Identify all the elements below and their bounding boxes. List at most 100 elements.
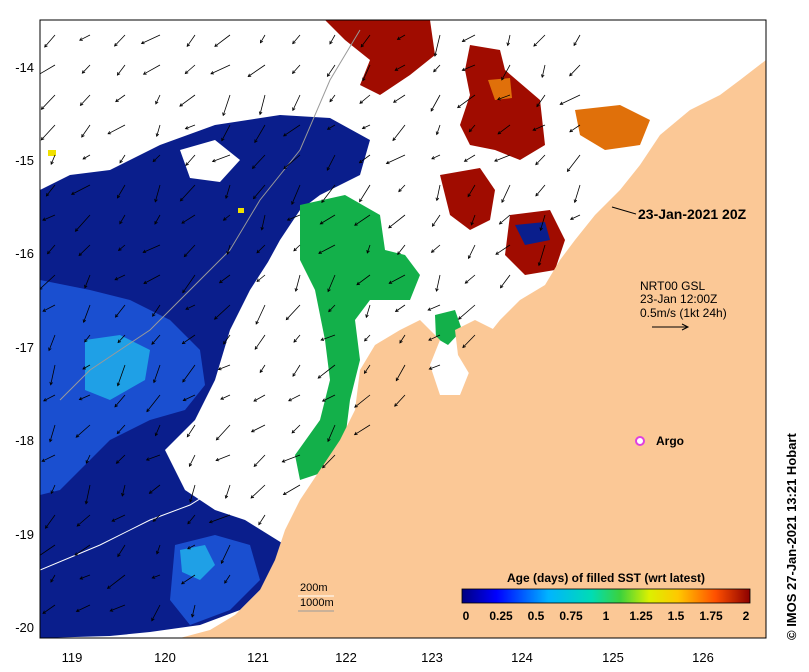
current-arrow	[84, 274, 91, 288]
current-arrowhead	[327, 288, 331, 293]
current-arrowhead	[468, 128, 473, 133]
current-arrowhead	[119, 159, 123, 164]
current-arrowhead	[328, 308, 332, 313]
current-arrow	[146, 394, 161, 412]
x-tick-label: 126	[692, 650, 714, 665]
current-arrowhead	[121, 492, 125, 497]
current-arrow	[507, 34, 511, 46]
current-arrow	[117, 364, 126, 386]
sst-red-region-central	[440, 168, 495, 230]
current-arrow	[283, 484, 301, 495]
current-arrowhead	[462, 344, 466, 349]
current-arrowhead	[251, 165, 256, 169]
current-arrowhead	[116, 430, 121, 435]
current-arrow	[43, 394, 56, 402]
current-arrowhead	[213, 316, 218, 320]
current-arrowhead	[394, 67, 399, 71]
current-arrow	[184, 244, 196, 257]
current-arrowhead	[250, 428, 255, 433]
current-arrowhead	[214, 43, 218, 47]
current-arrowhead	[115, 98, 119, 103]
current-arrowhead	[501, 76, 505, 81]
current-arrow	[259, 364, 266, 373]
current-arrowhead	[114, 276, 119, 281]
current-arrow	[569, 64, 581, 77]
current-arrow	[85, 484, 91, 504]
current-arrowhead	[399, 339, 403, 344]
current-arrowhead	[281, 459, 286, 463]
current-arrowhead	[156, 550, 160, 555]
current-arrow	[152, 574, 161, 579]
current-arrow	[180, 184, 196, 202]
current-arrowhead	[116, 72, 121, 76]
current-arrow	[75, 424, 91, 438]
current-arrowhead	[220, 396, 224, 400]
current-arrowhead	[155, 133, 160, 138]
current-arrowhead	[45, 525, 49, 529]
current-arrow	[209, 514, 231, 523]
current-arrowhead	[393, 99, 397, 103]
current-arrowhead	[255, 320, 259, 325]
current-arrow	[329, 34, 336, 45]
current-arrowhead	[114, 42, 118, 47]
current-arrowhead	[48, 347, 52, 352]
y-axis: -14 -15 -16 -17 -18 -19 -20	[15, 60, 34, 635]
current-arrowhead	[111, 518, 116, 522]
plot-area	[40, 20, 766, 638]
current-arrow	[322, 394, 336, 402]
current-arrowhead	[79, 37, 83, 41]
current-arrowhead	[49, 381, 53, 386]
current-arrow	[436, 274, 441, 292]
current-arrowhead	[49, 438, 53, 443]
current-arrow	[360, 34, 371, 48]
current-arrow	[258, 514, 266, 525]
current-arrow	[79, 574, 91, 580]
current-arrow	[430, 94, 441, 112]
current-arrow	[79, 34, 91, 41]
current-arrow	[155, 424, 161, 436]
current-arrow	[81, 124, 91, 138]
current-arrowhead	[226, 251, 230, 255]
current-arrowhead	[385, 160, 390, 165]
current-arrowhead	[182, 378, 186, 383]
current-arrow	[432, 214, 441, 227]
current-arrowhead	[431, 223, 436, 227]
y-tick-label: -19	[15, 527, 34, 542]
current-legend-line3: 0.5m/s (1kt 24h)	[640, 306, 727, 320]
current-arrowhead	[220, 560, 225, 564]
current-arrowhead	[354, 404, 358, 408]
current-arrow	[497, 94, 511, 100]
current-arrow	[364, 364, 371, 374]
sst-cyan-patch-2	[180, 545, 215, 580]
current-arrowhead	[360, 43, 365, 48]
current-arrow	[79, 394, 91, 400]
current-arrowhead	[116, 382, 121, 387]
current-arrowhead	[152, 518, 157, 522]
sst-cyan-patch	[85, 335, 150, 400]
argo-float-marker[interactable]	[635, 436, 645, 446]
current-arrowhead	[254, 346, 258, 350]
current-arrowhead	[179, 197, 184, 202]
current-arrowhead	[152, 313, 156, 317]
current-arrowhead	[145, 457, 150, 461]
current-arrow	[254, 124, 266, 143]
current-arrowhead	[253, 398, 257, 402]
current-arrow	[322, 454, 336, 469]
current-arrowhead	[114, 403, 118, 408]
current-arrow	[76, 514, 91, 527]
current-arrowhead	[388, 280, 393, 284]
current-arrowhead	[435, 131, 440, 136]
current-arrowhead	[394, 403, 398, 407]
current-arrow	[354, 214, 371, 226]
current-arrow	[286, 304, 301, 320]
current-arrowhead	[82, 366, 86, 370]
current-arrow	[76, 604, 91, 612]
sst-gap-west	[180, 140, 240, 182]
current-arrowhead	[293, 247, 297, 252]
current-arrowhead	[208, 519, 213, 524]
current-arrowhead	[154, 432, 159, 437]
current-arrowhead	[321, 199, 325, 204]
current-arrowhead	[116, 194, 121, 199]
current-arrowhead	[498, 221, 503, 225]
current-arrow	[318, 244, 336, 254]
